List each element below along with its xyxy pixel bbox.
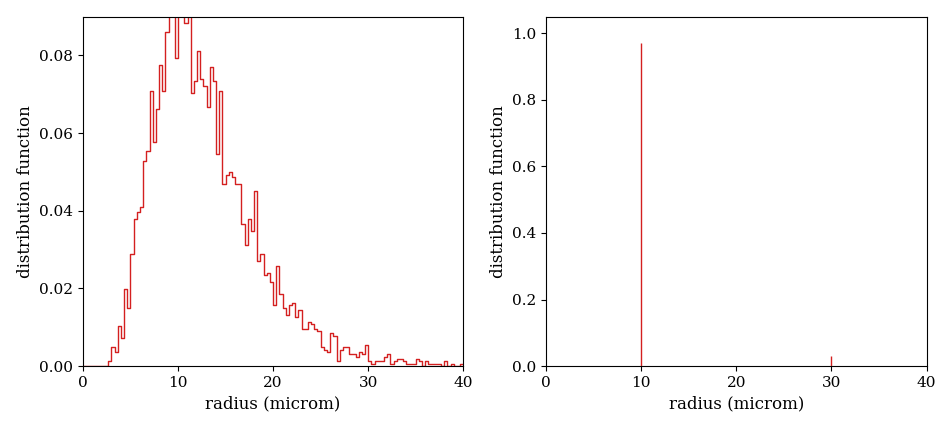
Y-axis label: distribution function: distribution function — [489, 105, 506, 278]
X-axis label: radius (microm): radius (microm) — [206, 396, 341, 412]
Y-axis label: distribution function: distribution function — [16, 105, 33, 278]
X-axis label: radius (microm): radius (microm) — [668, 396, 803, 412]
